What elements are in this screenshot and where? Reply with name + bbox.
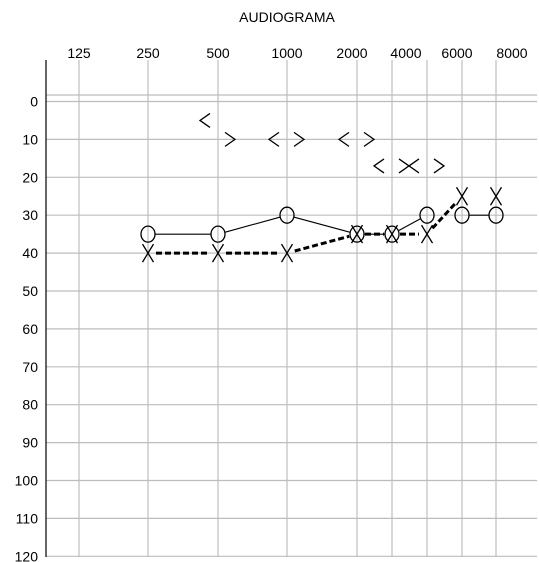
x-tick-label: 500 [206, 45, 230, 61]
chart-title: AUDIOGRAMA [239, 9, 335, 25]
x-tick-label: 8000 [496, 45, 527, 61]
cross-marker [489, 186, 503, 206]
y-tick-label: 0 [30, 94, 38, 110]
x-tick-label: 250 [136, 45, 160, 61]
x-tick-labels: 125 250 500 1000 2000 4000 6000 8000 [67, 45, 527, 61]
cross-marker [141, 243, 155, 263]
circle-marker [279, 206, 295, 224]
dashed-series-line [431, 201, 458, 230]
x-tick-label: 2000 [336, 45, 367, 61]
y-tick-label: 90 [22, 435, 38, 451]
right-bracket-marker [293, 131, 306, 147]
solid-series-line [225, 216, 280, 233]
cross-marker [350, 224, 364, 244]
y-tick-label: 60 [22, 321, 38, 337]
y-tick-labels: 0 10 20 30 40 50 60 70 80 90 100 110 120 [15, 94, 39, 562]
cross-marker [211, 243, 225, 263]
x-tick-label: 125 [67, 45, 91, 61]
circle-marker [384, 225, 400, 243]
y-tick-label: 70 [22, 359, 38, 375]
dashed-series-line [294, 234, 350, 253]
left-bracket-marker [337, 131, 350, 147]
data-marks [140, 112, 504, 263]
solid-series-line [398, 218, 421, 232]
y-tick-label: 40 [22, 245, 38, 261]
left-bracket-marker [267, 131, 280, 147]
circle-marker [488, 206, 504, 224]
circle-marker [140, 225, 156, 243]
left-bracket-marker [198, 112, 211, 128]
right-bracket-marker [433, 158, 446, 174]
right-bracket-marker [398, 158, 411, 174]
left-bracket-marker [372, 158, 385, 174]
y-tick-label: 50 [22, 283, 38, 299]
left-bracket-marker [407, 158, 420, 174]
y-tick-label: 120 [15, 548, 39, 562]
grid [45, 60, 537, 557]
cross-marker [385, 224, 399, 244]
y-tick-label: 20 [22, 169, 38, 185]
circle-marker [419, 206, 435, 224]
x-tick-label: 6000 [441, 45, 472, 61]
series-lines [155, 201, 489, 255]
y-tick-label: 110 [16, 510, 39, 526]
cross-marker [455, 186, 469, 206]
y-tick-label: 10 [22, 131, 38, 147]
circle-marker [454, 206, 470, 224]
cross-marker [420, 224, 434, 244]
solid-series-line [294, 216, 350, 233]
circle-marker [210, 225, 226, 243]
circle-marker [349, 225, 365, 243]
right-bracket-marker [224, 131, 237, 147]
y-tick-label: 80 [22, 397, 38, 413]
x-tick-label: 4000 [390, 45, 421, 61]
y-tick-label: 100 [15, 473, 39, 489]
right-bracket-marker [363, 131, 376, 147]
x-tick-label: 1000 [271, 45, 302, 61]
y-tick-label: 30 [22, 207, 38, 223]
cross-marker [280, 243, 294, 263]
